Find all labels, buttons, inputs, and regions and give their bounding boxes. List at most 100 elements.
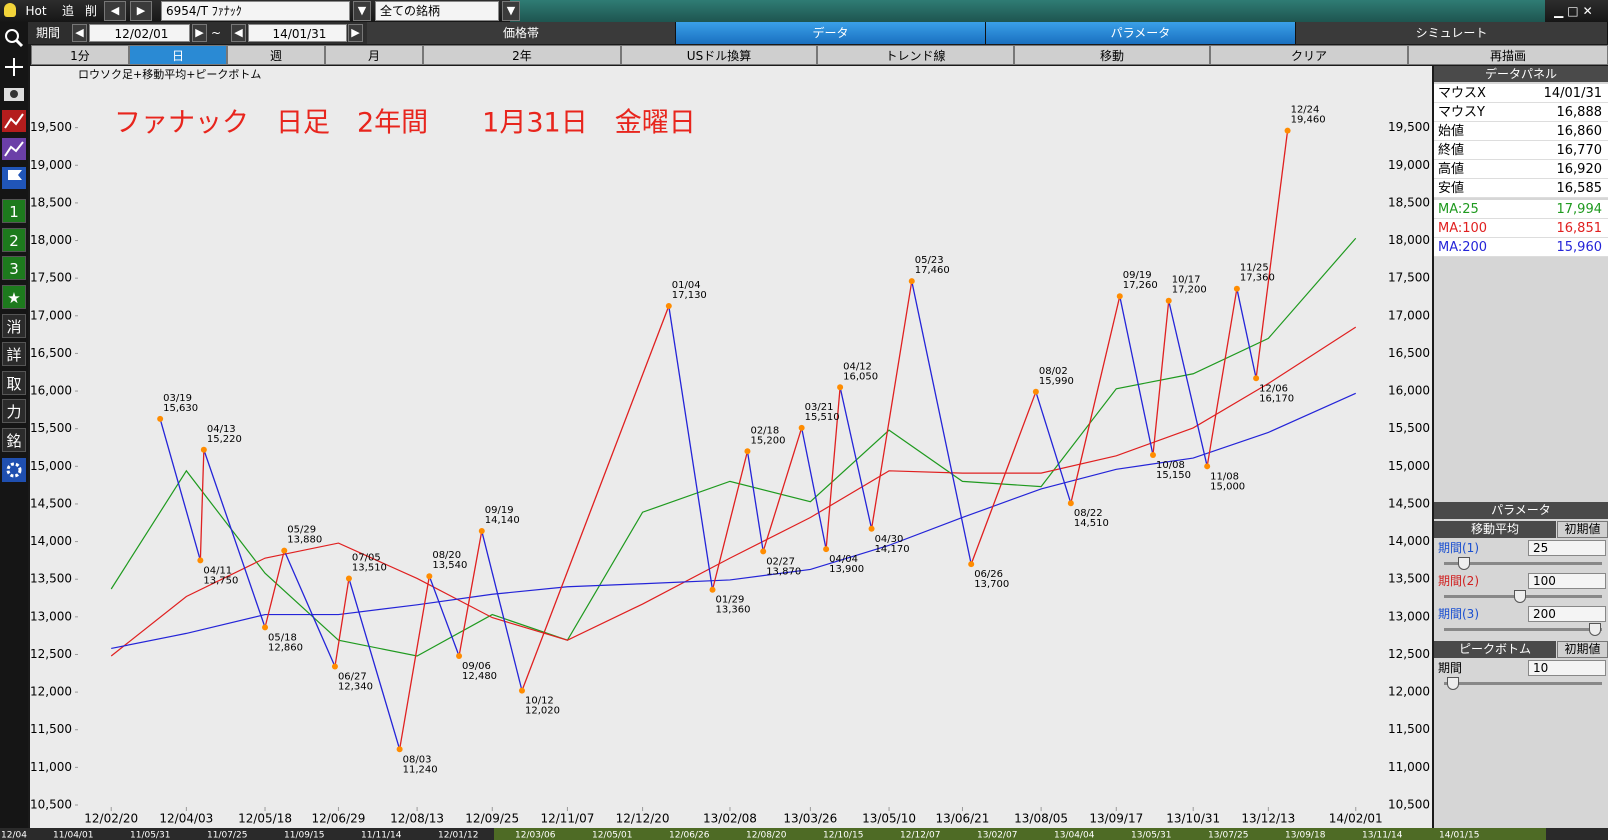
prev-button[interactable]: ◀ bbox=[72, 24, 87, 42]
settings-icon[interactable] bbox=[2, 458, 26, 482]
reset-button[interactable]: 初期値 bbox=[1557, 521, 1608, 538]
row-label: MA:200 bbox=[1438, 240, 1488, 255]
side-tool[interactable]: 消 bbox=[2, 314, 26, 338]
timeline-range[interactable] bbox=[494, 828, 1546, 840]
slider-knob[interactable] bbox=[1514, 590, 1526, 603]
next-button[interactable]: ▶ bbox=[348, 24, 363, 42]
view-button[interactable]: 週 bbox=[227, 45, 325, 65]
peak-bottom-dot bbox=[426, 573, 433, 580]
data-row: MA:100 16,851 bbox=[1434, 219, 1608, 238]
dropdown[interactable]: ▼ bbox=[502, 1, 520, 21]
peak-bottom-dot bbox=[968, 561, 975, 568]
slider-track[interactable] bbox=[1444, 628, 1602, 631]
x-tick-label: 12/09/25 bbox=[465, 812, 519, 826]
next-button[interactable]: ▶ bbox=[192, 24, 207, 42]
parameter-value[interactable]: 25 bbox=[1528, 540, 1606, 556]
view-button[interactable]: クリア bbox=[1210, 45, 1408, 65]
side-tool[interactable]: 3 bbox=[2, 256, 26, 280]
view-button[interactable]: 2年 bbox=[423, 45, 621, 65]
view-button[interactable]: 移動 bbox=[1014, 45, 1210, 65]
row-value: 16,770 bbox=[1556, 143, 1603, 158]
tab[interactable]: データ bbox=[676, 22, 986, 44]
settings-icon[interactable] bbox=[6, 462, 22, 478]
chart-icon[interactable] bbox=[4, 141, 24, 157]
side-tool[interactable]: 力 bbox=[2, 399, 26, 423]
search-icon[interactable] bbox=[14, 38, 24, 48]
row-label: MA:100 bbox=[1438, 221, 1488, 236]
peak-bottom-dot bbox=[456, 652, 463, 659]
peak-bottom-dot bbox=[345, 575, 352, 582]
toolbar-button[interactable]: 追 bbox=[61, 4, 74, 18]
x-tick-label: 14/02/01 bbox=[1329, 812, 1383, 826]
view-button[interactable]: 月 bbox=[325, 45, 423, 65]
view-button[interactable]: トレンド線 bbox=[817, 45, 1014, 65]
row-value: 15,960 bbox=[1556, 240, 1603, 255]
tab[interactable]: パラメータ bbox=[986, 22, 1296, 44]
peak-date: 10/17 bbox=[1172, 275, 1201, 286]
peak-date: 04/13 bbox=[207, 424, 236, 435]
price-swing bbox=[1236, 288, 1257, 379]
view-button[interactable]: 再描画 bbox=[1408, 45, 1608, 65]
slider-knob[interactable] bbox=[1446, 677, 1459, 690]
side-tool[interactable]: 取 bbox=[2, 371, 26, 395]
tab[interactable]: シミュレート bbox=[1296, 22, 1608, 44]
bulb-icon[interactable] bbox=[4, 3, 16, 17]
parameter-value[interactable]: 200 bbox=[1528, 606, 1606, 622]
symbol-input[interactable]: 6954/T ﾌｧﾅｯｸ bbox=[161, 1, 350, 21]
flag-icon[interactable] bbox=[8, 170, 22, 186]
parameter-value[interactable]: 10 bbox=[1528, 660, 1606, 676]
y-tick-label: 16,500 bbox=[1388, 346, 1430, 360]
slider-track[interactable] bbox=[1444, 562, 1602, 565]
y-tick-label: 15,000 bbox=[1388, 459, 1430, 473]
row-label: 始値 bbox=[1438, 124, 1465, 139]
y-tick-label: 11,000 bbox=[30, 760, 72, 774]
next-button[interactable]: ▶ bbox=[130, 1, 152, 21]
peak-bottom-dot bbox=[1116, 293, 1123, 300]
row-label: MA:25 bbox=[1438, 202, 1479, 217]
search-icon[interactable] bbox=[5, 29, 19, 43]
peak-date: 03/19 bbox=[163, 393, 192, 404]
parameter-value[interactable]: 100 bbox=[1528, 573, 1606, 589]
timeline-label: 12/06/26 bbox=[669, 831, 710, 840]
y-tick-label: 14,000 bbox=[1388, 534, 1430, 548]
slider-knob[interactable] bbox=[1589, 623, 1601, 636]
side-tool[interactable]: 銘 bbox=[2, 428, 26, 452]
peak-value: 17,200 bbox=[1172, 285, 1207, 296]
timeline-label: 11/09/15 bbox=[284, 831, 324, 840]
dropdown[interactable]: ▼ bbox=[353, 1, 371, 21]
slider-track[interactable] bbox=[1444, 682, 1602, 685]
from-date[interactable]: 12/02/01 bbox=[89, 24, 190, 42]
peak-value: 14,140 bbox=[485, 515, 520, 526]
to-date[interactable]: 14/01/31 bbox=[248, 24, 347, 42]
toolbar-button[interactable]: Hot bbox=[25, 4, 47, 18]
toolbar-button[interactable]: 削 bbox=[84, 4, 97, 18]
peak-date: 01/04 bbox=[672, 280, 701, 291]
star-tool[interactable]: ★ bbox=[2, 285, 26, 309]
tab[interactable]: 価格帯 bbox=[367, 22, 676, 44]
reset-button[interactable]: 初期値 bbox=[1557, 641, 1608, 658]
y-tick-label: 19,000 bbox=[1388, 158, 1430, 172]
peak-value: 17,130 bbox=[672, 290, 707, 301]
crosshair-icon[interactable] bbox=[5, 58, 23, 76]
side-tool[interactable]: 詳 bbox=[2, 342, 26, 366]
settings-icon[interactable] bbox=[2, 458, 26, 482]
prev-button[interactable]: ◀ bbox=[231, 24, 246, 42]
prev-button[interactable]: ◀ bbox=[104, 1, 126, 21]
y-tick-label: 12,000 bbox=[1388, 685, 1430, 699]
view-button[interactable]: 日 bbox=[129, 45, 227, 65]
universe-input[interactable]: 全ての銘柄 bbox=[375, 1, 499, 21]
price-swing bbox=[481, 530, 523, 691]
peak-bottom-dot bbox=[157, 415, 164, 422]
camera-icon[interactable] bbox=[10, 90, 18, 98]
view-button[interactable]: 1分 bbox=[31, 45, 129, 65]
y-tick-label: 11,500 bbox=[30, 722, 72, 736]
view-button[interactable]: USドル換算 bbox=[621, 45, 817, 65]
chart-icon[interactable] bbox=[4, 113, 24, 129]
window-controls[interactable]: ▁□✕ bbox=[1554, 4, 1597, 18]
side-tool[interactable]: 1 bbox=[2, 199, 26, 223]
data-row: マウスY 16,888 bbox=[1434, 103, 1608, 122]
side-tool[interactable]: 2 bbox=[2, 228, 26, 252]
slider-knob[interactable] bbox=[1457, 557, 1470, 570]
price-swing bbox=[264, 550, 285, 628]
y-tick-label: 15,000 bbox=[30, 459, 72, 473]
